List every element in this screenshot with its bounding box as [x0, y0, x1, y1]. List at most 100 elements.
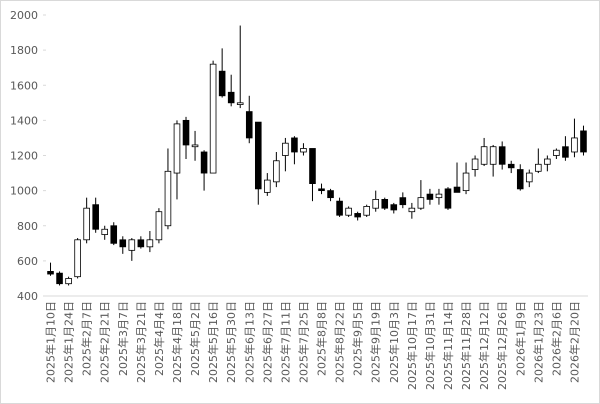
candle-body [498, 146, 506, 165]
candle-body [291, 137, 298, 153]
y-tick-label: 600 [17, 255, 38, 268]
candle-body [345, 207, 352, 216]
y-tick-label: 1400 [10, 114, 38, 127]
candle-body [173, 123, 181, 174]
candle-body [453, 186, 461, 193]
candle-body [273, 160, 280, 183]
y-tick-label: 1200 [10, 150, 38, 163]
candle-body [535, 163, 542, 172]
candle-body [372, 199, 380, 209]
candle-body [399, 197, 407, 206]
y-tick-label: 1600 [10, 79, 38, 92]
x-tick-label: 2025年2月21日 [98, 301, 112, 383]
x-tick-label: 2025年11月14日 [441, 301, 455, 390]
candle-body [65, 278, 72, 285]
candle-body [300, 148, 307, 153]
y-tick-label: 400 [17, 290, 38, 303]
candle-body [580, 130, 587, 153]
x-tick-label: 2025年5月16日 [206, 301, 220, 383]
candle-body [254, 121, 262, 190]
candle-body [336, 200, 343, 216]
candle-body [191, 144, 199, 148]
candle-body [236, 102, 244, 105]
x-tick-label: 2025年5月2日 [188, 301, 202, 376]
candle-body [354, 213, 361, 218]
y-tick-label: 1000 [10, 185, 38, 198]
x-tick-label: 2025年12月26日 [495, 301, 509, 390]
candle-body [571, 137, 578, 153]
x-tick-label: 2025年10月3日 [387, 301, 401, 383]
candle-body [182, 119, 190, 146]
y-tick-label: 2000 [10, 9, 38, 22]
candle-body [544, 158, 551, 165]
candle-body [137, 239, 145, 248]
candle-body [417, 197, 425, 209]
candle-body [119, 239, 127, 248]
x-tick-label: 2025年10月17日 [405, 301, 419, 390]
candle-body [245, 111, 253, 139]
x-tick-label: 2026年1月9日 [513, 301, 527, 376]
candle-body [381, 199, 389, 209]
x-tick-label: 2025年10月31日 [423, 301, 437, 390]
candle-body [227, 91, 235, 104]
candle-body [480, 146, 488, 165]
x-tick-label: 2025年12月12日 [477, 301, 491, 390]
candle-body [309, 148, 316, 185]
candle-body [110, 225, 118, 244]
candle-body [363, 206, 370, 216]
x-tick-label: 2025年6月27日 [260, 301, 274, 383]
candle-body [426, 193, 434, 200]
candle-body [553, 149, 560, 156]
candle-body [128, 239, 136, 251]
candle-body [209, 63, 217, 174]
x-tick-label: 2025年8月22日 [333, 301, 347, 383]
x-tick-label: 2025年2月7日 [80, 301, 94, 376]
candle-body [507, 163, 515, 169]
x-tick-label: 2026年2月6日 [549, 301, 563, 376]
x-tick-label: 2026年1月23日 [531, 301, 545, 383]
candle-body [471, 158, 479, 170]
x-tick-label: 2025年11月28日 [459, 301, 473, 390]
candle-body [83, 207, 90, 241]
candle-body [92, 204, 99, 230]
candle-body [516, 169, 524, 190]
x-tick-label: 2025年7月25日 [296, 301, 310, 383]
x-tick-label: 2025年1月10日 [44, 301, 58, 383]
x-tick-label: 2025年3月7日 [116, 301, 130, 376]
candle-body [444, 188, 452, 209]
candle-body [282, 142, 289, 156]
x-tick-label: 2025年5月30日 [224, 301, 238, 383]
candle-body [435, 193, 443, 199]
candle-body [56, 272, 63, 285]
y-tick-label: 800 [17, 220, 38, 233]
candle-body [155, 211, 163, 241]
x-tick-label: 2025年8月8日 [315, 301, 329, 376]
y-tick-label: 1800 [10, 44, 38, 57]
candle-body [146, 239, 154, 248]
x-tick-label: 2025年1月24日 [62, 301, 76, 383]
x-tick-label: 2025年3月21日 [134, 301, 148, 383]
candle-body [264, 179, 271, 193]
x-tick-label: 2025年9月19日 [369, 301, 383, 383]
candle-body [390, 204, 398, 211]
candle-body [318, 188, 325, 192]
candle-body [101, 228, 109, 235]
candle-body [525, 172, 533, 183]
x-tick-label: 2026年2月20日 [567, 301, 581, 383]
candle-body [200, 151, 208, 174]
candle-body [218, 70, 226, 97]
candle-body [327, 190, 334, 199]
candle-body [408, 207, 416, 213]
x-tick-label: 2025年4月18日 [170, 301, 184, 383]
candle-body [462, 172, 470, 192]
candle-body [489, 146, 497, 165]
candle-body [164, 170, 172, 227]
x-tick-label: 2025年6月13日 [242, 301, 256, 383]
candle-body [74, 239, 81, 278]
x-tick-label: 2025年9月5日 [351, 301, 365, 376]
x-tick-label: 2025年7月11日 [278, 301, 292, 383]
candle-body [562, 146, 569, 158]
candle-body [47, 271, 54, 275]
